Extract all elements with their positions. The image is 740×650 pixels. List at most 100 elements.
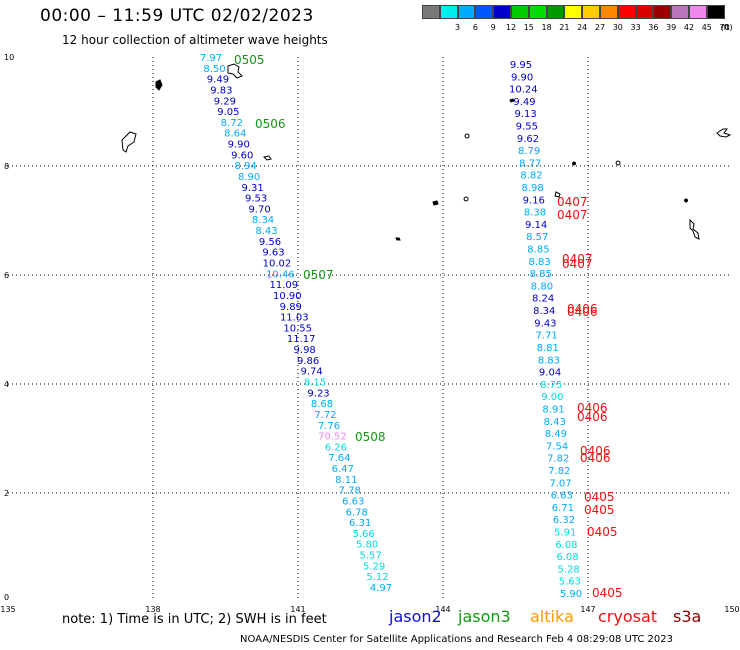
wave-height-label: 9.00 bbox=[541, 392, 563, 403]
colorbar-swatch bbox=[528, 5, 547, 19]
wave-height-label: 9.31 bbox=[241, 183, 263, 194]
island-shape bbox=[554, 191, 561, 198]
time-label: 0407 bbox=[557, 208, 588, 222]
wave-height-label: 6.08 bbox=[555, 540, 577, 551]
wave-height-label: 8.94 bbox=[235, 161, 257, 172]
lat-tick-label: 10 bbox=[4, 53, 14, 62]
wave-height-label: 8.72 bbox=[221, 118, 243, 129]
wave-height-label: 5.57 bbox=[359, 551, 381, 562]
wave-height-label: 9.13 bbox=[515, 109, 537, 120]
colorbar-swatch bbox=[439, 5, 458, 19]
wave-height-label: 9.86 bbox=[297, 356, 319, 367]
colorbar-label: 36 bbox=[648, 23, 659, 32]
lat-tick-label: 6 bbox=[4, 271, 9, 280]
wave-height-label: 8.98 bbox=[521, 183, 543, 194]
wave-height-label: 8.80 bbox=[531, 281, 553, 292]
colorbar-swatch bbox=[564, 5, 583, 19]
island-shape bbox=[615, 160, 621, 166]
wave-height-label: 9.53 bbox=[245, 194, 267, 205]
wave-height-label: 9.56 bbox=[259, 237, 281, 248]
altimeter-track-west: 7.978.509.499.839.299.058.728.649.909.60… bbox=[200, 53, 392, 594]
wave-height-label: 8.81 bbox=[537, 343, 559, 354]
satellite-name: jason2 bbox=[389, 607, 442, 626]
wave-height-label: 9.43 bbox=[534, 318, 556, 329]
wave-height-label: 8.83 bbox=[528, 257, 550, 268]
wave-height-label: 7.64 bbox=[328, 453, 350, 464]
wave-height-label: 7.54 bbox=[546, 441, 568, 452]
time-label: 0407 bbox=[557, 195, 588, 209]
wave-height-label: 8.49 bbox=[545, 429, 567, 440]
wave-height-label: 8.85 bbox=[530, 269, 552, 280]
wave-height-label: 8.64 bbox=[224, 129, 246, 140]
colorbar-swatch bbox=[653, 5, 672, 19]
colorbar-swatch bbox=[546, 5, 565, 19]
wave-height-label: 6.08 bbox=[556, 552, 578, 563]
wave-height-label: 8.79 bbox=[518, 146, 540, 157]
wave-height-label: 9.63 bbox=[262, 248, 284, 259]
time-label: 0405 bbox=[584, 503, 615, 517]
island-shape bbox=[509, 98, 515, 103]
colorbar-swatch bbox=[671, 5, 689, 19]
time-label: 0407 bbox=[562, 257, 593, 271]
time-label: 0405 bbox=[592, 586, 623, 600]
colorbar-swatch bbox=[600, 5, 618, 19]
wave-height-label: 7.82 bbox=[547, 454, 569, 465]
wave-height-label: 6.63 bbox=[342, 496, 364, 507]
wave-height-label: 8.34 bbox=[533, 306, 555, 317]
lat-tick-label: 4 bbox=[4, 380, 9, 389]
wave-height-label: 9.60 bbox=[231, 150, 253, 161]
wave-height-label: 5.91 bbox=[554, 527, 576, 538]
wave-height-label: 8.85 bbox=[527, 245, 549, 256]
wave-height-label: 5.12 bbox=[366, 572, 388, 583]
colorbar-unit: (ft) bbox=[720, 23, 733, 32]
time-label: 0507 bbox=[303, 268, 334, 282]
wave-height-label: 5.63 bbox=[559, 577, 581, 588]
wave-height-label: 70.52 bbox=[318, 432, 347, 443]
island-shape bbox=[464, 133, 470, 139]
wave-height-label: 4.97 bbox=[370, 583, 392, 594]
grid-lines bbox=[8, 57, 732, 601]
satellite-name: jason3 bbox=[458, 607, 511, 626]
wave-height-label: 6.26 bbox=[325, 442, 347, 453]
colorbar-label: 21 bbox=[559, 23, 570, 32]
wave-height-label: 9.14 bbox=[525, 220, 547, 231]
wave-height-label: 7.72 bbox=[314, 410, 336, 421]
wave-height-label: 9.16 bbox=[523, 195, 545, 206]
wave-height-label: 8.43 bbox=[255, 226, 277, 237]
island-shape bbox=[155, 79, 163, 91]
wave-height-label: 5.90 bbox=[560, 589, 582, 600]
colorbar-label: 39 bbox=[666, 23, 677, 32]
wave-height-label: 10.02 bbox=[263, 259, 292, 270]
wave-height-label: 8.77 bbox=[519, 158, 541, 169]
wave-height-label: 11.03 bbox=[280, 313, 309, 324]
wave-height-label: 9.23 bbox=[307, 388, 329, 399]
wave-height-label: 9.62 bbox=[517, 134, 539, 145]
wave-height-label: 10.55 bbox=[283, 323, 312, 334]
wave-height-label: 6.71 bbox=[552, 503, 574, 514]
wave-height-label: 5.66 bbox=[353, 529, 375, 540]
wave-height-label: 7.97 bbox=[200, 53, 222, 64]
colorbar-label: 42 bbox=[683, 23, 695, 32]
wave-height-label: 8.82 bbox=[520, 171, 542, 182]
colorbar-label: 27 bbox=[594, 23, 606, 32]
wave-height-label: 9.70 bbox=[248, 204, 270, 215]
wave-height-label: 9.89 bbox=[280, 302, 302, 313]
wave-height-label: 8.43 bbox=[544, 417, 566, 428]
footnote: note: 1) Time is in UTC; 2) SWH is in fe… bbox=[62, 612, 327, 627]
wave-height-label: 9.90 bbox=[511, 72, 533, 83]
wave-height-label: 8.57 bbox=[526, 232, 548, 243]
wave-height-label: 8.38 bbox=[524, 208, 546, 219]
time-label: 0405 bbox=[584, 490, 615, 504]
colorbar-label: 6 bbox=[472, 23, 478, 32]
colorbar-swatch bbox=[706, 5, 725, 19]
colorbar-label: 45 bbox=[701, 23, 712, 32]
wave-height-label: 8.83 bbox=[538, 355, 560, 366]
wave-height-label: 8.15 bbox=[304, 377, 326, 388]
colorbar-label: 15 bbox=[523, 23, 534, 32]
wave-height-label: 7.07 bbox=[549, 478, 571, 489]
lon-tick-label: 135 bbox=[0, 605, 15, 614]
wave-height-label: 6.78 bbox=[346, 507, 368, 518]
time-label: 0508 bbox=[355, 430, 386, 444]
island-shape bbox=[689, 218, 700, 240]
